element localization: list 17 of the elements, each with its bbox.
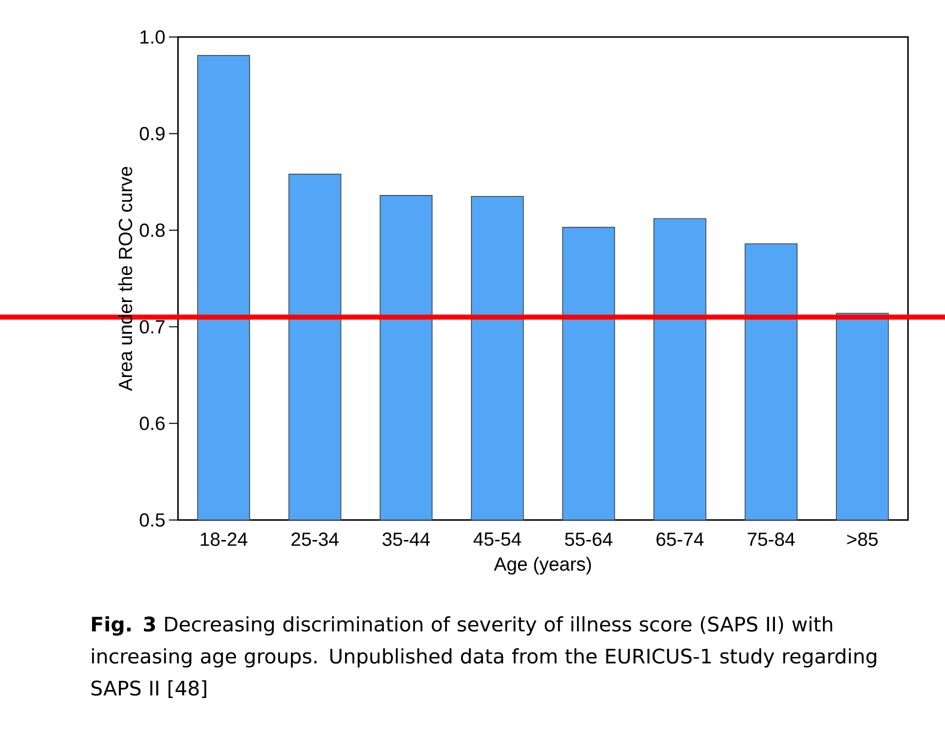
y-tick-label: 0.9 <box>140 126 165 140</box>
x-tick-label: 75-84 <box>748 532 795 546</box>
y-tick-label: 0.7 <box>140 320 165 334</box>
x-tick-label: 45-54 <box>474 532 522 546</box>
y-tick-label: 0.6 <box>140 416 165 430</box>
x-tick-label: 55-64 <box>565 532 612 546</box>
x-axis-title: Age (years) <box>494 556 591 575</box>
x-tick-label: 65-74 <box>656 532 704 546</box>
y-tick-label: 0.8 <box>140 223 165 237</box>
text: Fig. 3 Decreasing discrimination of severity of illness score (SAPS II) with increasing age groups. Unpublished data from the EURICUS-1 study regarding SAPS II [48] <box>92 616 876 698</box>
y-tick-label: 0.5 <box>140 513 165 527</box>
x-tick-label: 25-34 <box>292 532 339 546</box>
x-tick-label: >85 <box>847 532 878 546</box>
y-axis-title: Area under the ROC curve <box>118 166 132 391</box>
y-tick-label: 1.0 <box>140 30 165 44</box>
x-tick-label: 35-44 <box>382 532 430 546</box>
x-tick-label: 18-24 <box>200 532 248 546</box>
